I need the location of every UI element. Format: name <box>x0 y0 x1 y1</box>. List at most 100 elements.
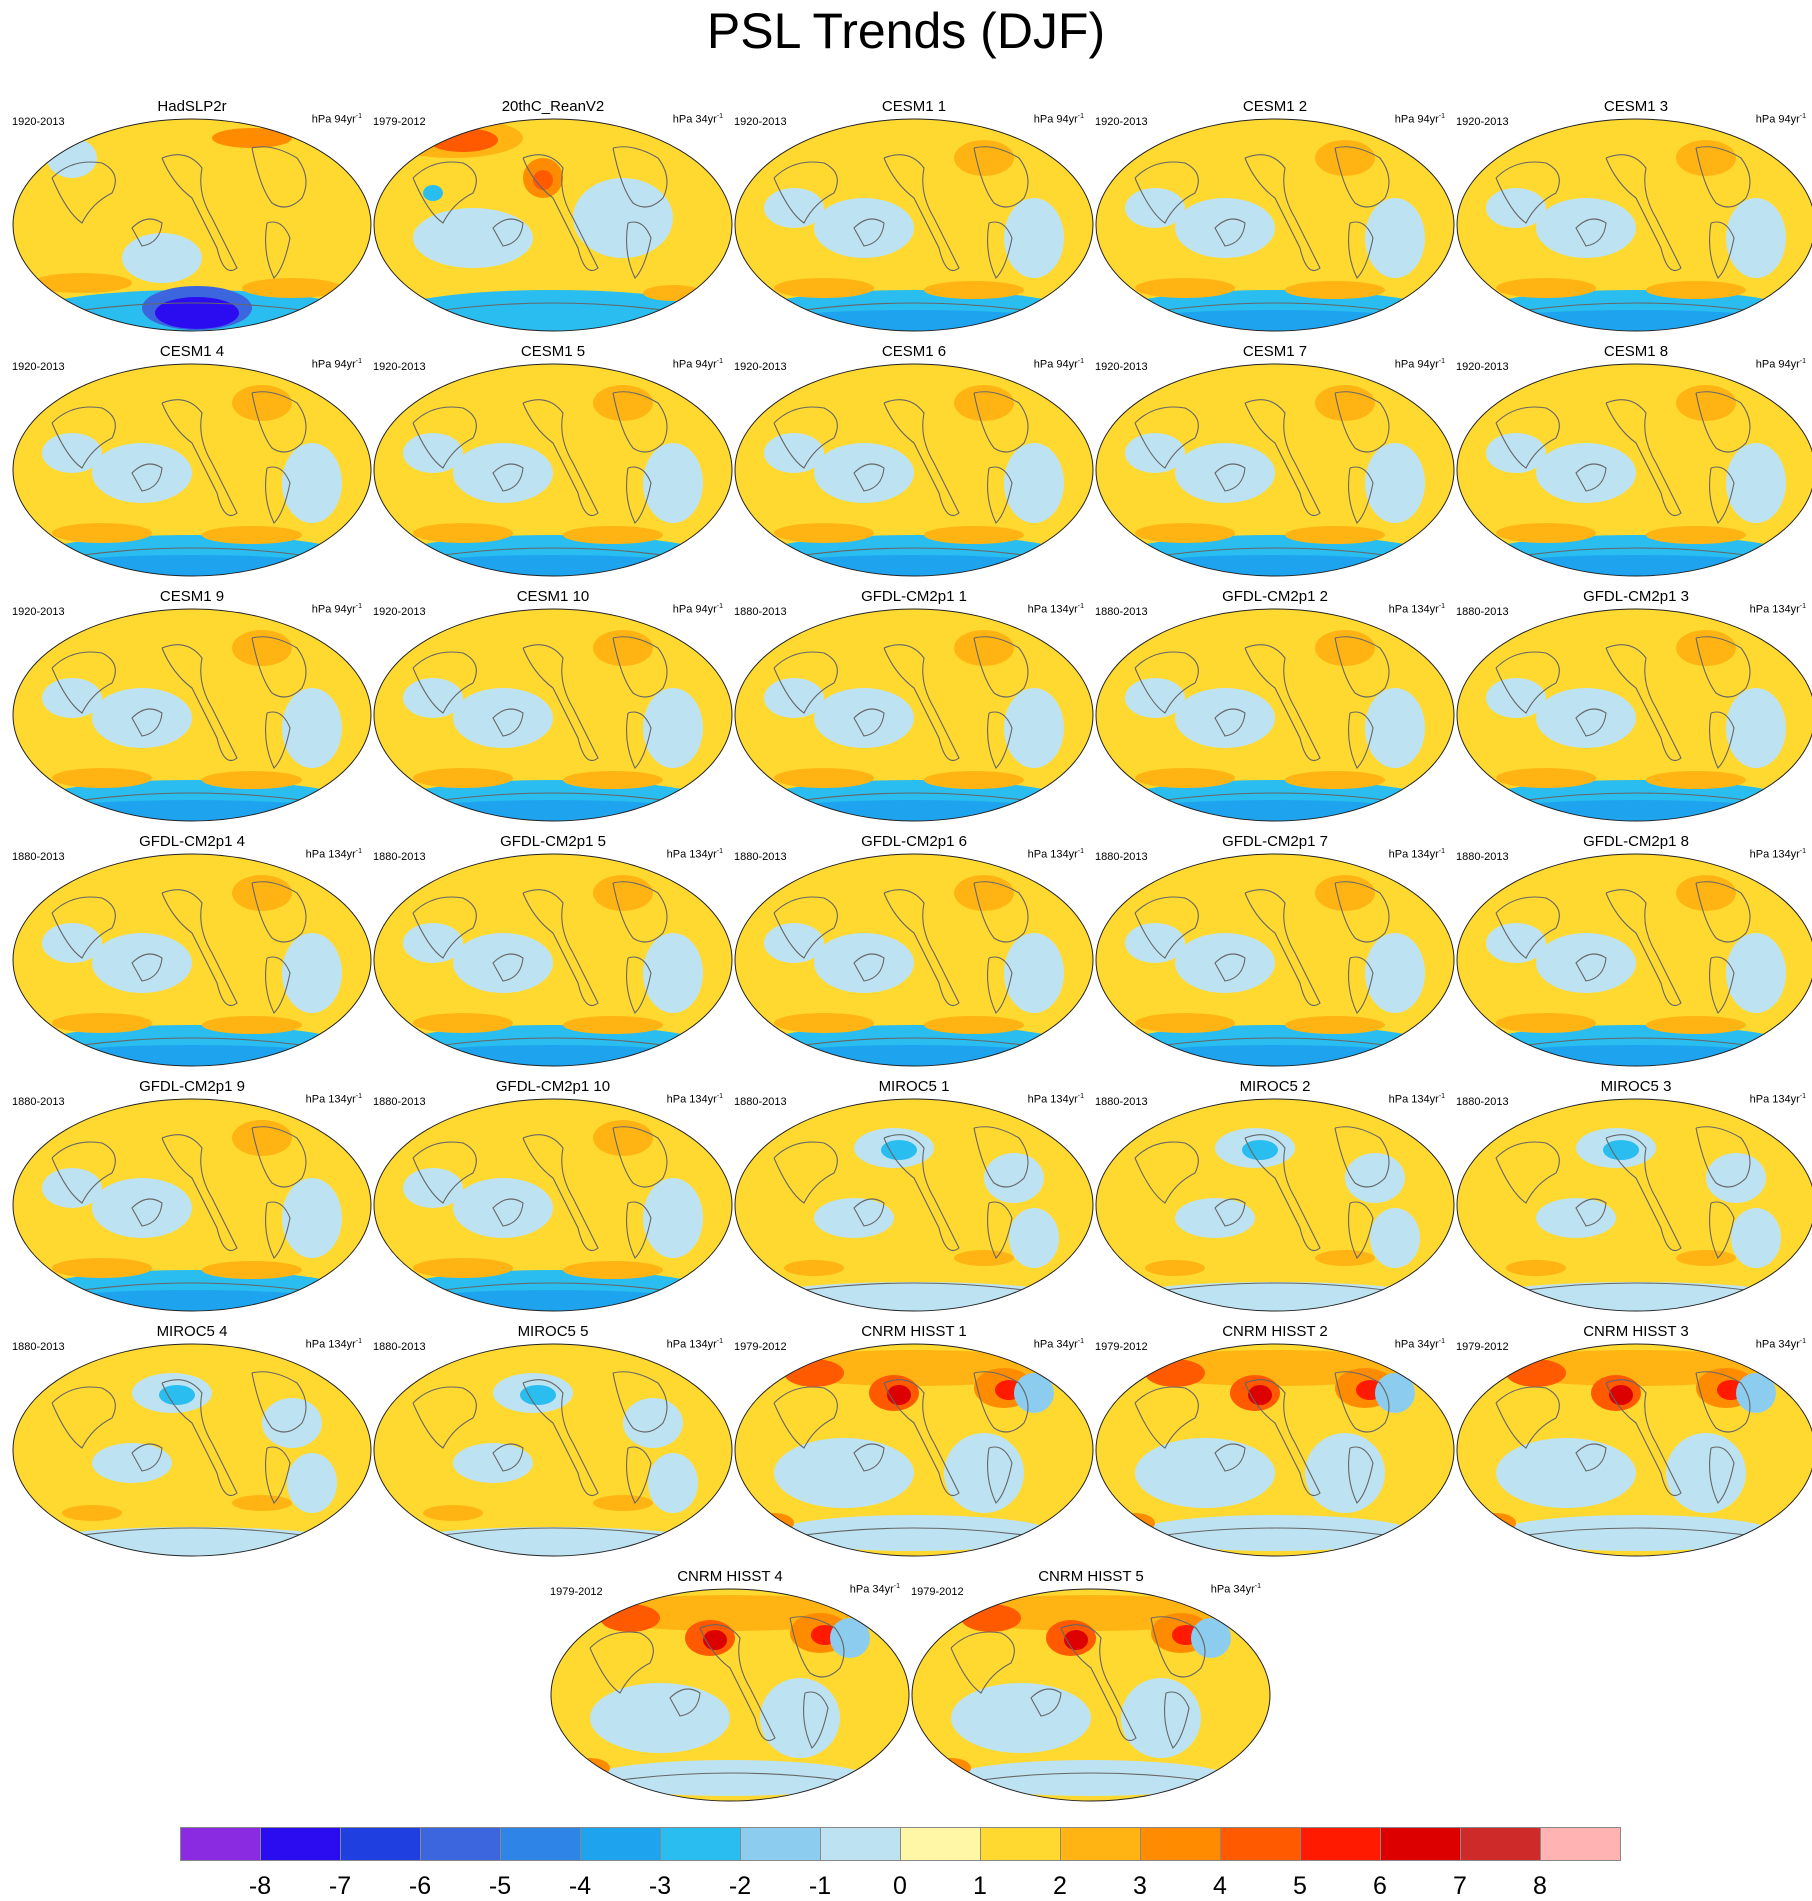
units-label: hPa 94yr <box>1394 358 1439 371</box>
psl-trend-map <box>1456 853 1812 1067</box>
coastline <box>1348 711 1374 769</box>
coastline <box>492 218 524 247</box>
trend-contour <box>1285 526 1385 544</box>
trend-contour <box>42 923 102 963</box>
colorbar-tick-label: -5 <box>488 1872 512 1900</box>
trend-contour <box>593 1495 653 1511</box>
coastline <box>1244 399 1321 517</box>
panel-period: 1880-2013 <box>734 851 787 863</box>
trend-contour <box>428 128 498 152</box>
units-label: hPa 134yr <box>1027 603 1078 616</box>
trend-contour <box>1125 126 1425 150</box>
coastline <box>973 1126 1029 1188</box>
panel-title: CESM1 8 <box>1603 343 1669 360</box>
units-exponent: -1 <box>716 1093 723 1100</box>
trend-contour <box>924 526 1024 544</box>
psl-trend-map <box>1456 1098 1812 1312</box>
trend-contour <box>1365 933 1425 1013</box>
trend-contour <box>814 933 914 993</box>
trend-contour <box>155 297 239 329</box>
coastline <box>612 1126 668 1188</box>
trend-contour <box>648 1453 698 1513</box>
coastline <box>853 1443 885 1472</box>
trend-contour <box>1135 523 1235 543</box>
panel-period: 1880-2013 <box>1456 1096 1509 1108</box>
trend-contour <box>1191 1618 1231 1658</box>
panel-period: 1920-2013 <box>1095 361 1148 373</box>
trend-contour <box>92 933 192 993</box>
coastline <box>522 1379 599 1497</box>
coastline <box>612 146 668 208</box>
coastline <box>1709 1201 1735 1259</box>
panel-period: 1880-2013 <box>1095 851 1148 863</box>
units-exponent: -1 <box>355 603 362 610</box>
coastline <box>1244 889 1321 1007</box>
trend-contour <box>1731 1208 1781 1268</box>
coastline <box>522 889 599 1007</box>
trend-contour <box>593 875 653 911</box>
coastline <box>1575 1443 1607 1472</box>
trend-contour <box>1125 923 1185 963</box>
trend-contour <box>764 555 1064 576</box>
map-panel: CESM1 7 1920-2013 hPa 94yr-1 <box>1095 343 1455 577</box>
panel-units: hPa 134yr-1 <box>1750 603 1806 616</box>
trend-contour <box>202 526 302 544</box>
coastline <box>853 463 885 492</box>
panel-period: 1880-2013 <box>1095 1096 1148 1108</box>
map-border <box>734 118 1094 332</box>
units-label: hPa 134yr <box>666 1338 717 1351</box>
coastline <box>1150 1616 1206 1678</box>
panel-period: 1920-2013 <box>12 361 65 373</box>
psl-trend-map <box>911 1588 1271 1802</box>
trend-contour <box>92 1443 172 1483</box>
map-border <box>1456 853 1812 1067</box>
coastline <box>1605 399 1682 517</box>
trend-contour <box>1536 443 1636 503</box>
coastline <box>1214 708 1246 737</box>
units-label: hPa 134yr <box>1388 603 1439 616</box>
panel-period: 1880-2013 <box>373 1341 426 1353</box>
psl-trend-map <box>734 363 1094 577</box>
coastline <box>1348 1201 1374 1259</box>
map-panel: CNRM HISST 4 1979-2012 hPa 34yr-1 <box>550 1568 910 1802</box>
trend-contour <box>1609 1385 1633 1405</box>
units-exponent: -1 <box>355 113 362 120</box>
trend-contour <box>423 1505 483 1521</box>
trend-contour <box>764 371 1064 395</box>
units-exponent: -1 <box>1438 358 1445 365</box>
trend-contour <box>1666 1433 1746 1513</box>
trend-contour <box>1496 1438 1636 1508</box>
trend-contour <box>954 1250 1014 1266</box>
coastline <box>131 463 163 492</box>
map-border <box>12 1098 372 1312</box>
units-label: hPa 34yr <box>1394 1338 1439 1351</box>
coastline <box>412 896 477 959</box>
coastline <box>265 221 291 279</box>
coastline <box>773 896 838 959</box>
panel-units: hPa 134yr-1 <box>667 1093 723 1106</box>
trend-contour <box>764 861 1064 885</box>
panel-title: 20thC_ReanV2 <box>501 98 605 115</box>
trend-contour <box>232 385 292 421</box>
trend-contour <box>1486 800 1786 821</box>
coastline <box>973 1371 1029 1433</box>
trend-contour <box>563 1261 663 1279</box>
coastline <box>1134 406 1199 469</box>
trend-contour <box>42 800 342 821</box>
units-label: hPa 134yr <box>666 1093 717 1106</box>
units-exponent: -1 <box>716 113 723 120</box>
coastline <box>251 1371 307 1433</box>
units-label: hPa 34yr <box>1033 1338 1078 1351</box>
coastline <box>1244 644 1321 762</box>
trend-contour <box>1004 443 1064 523</box>
trend-contour <box>42 371 342 395</box>
trend-contour <box>1135 278 1235 298</box>
map-panel: MIROC5 3 1880-2013 hPa 134yr-1 <box>1456 1078 1812 1312</box>
coastline <box>522 154 599 272</box>
trend-contour <box>764 678 824 718</box>
map-panel: CESM1 6 1920-2013 hPa 94yr-1 <box>734 343 1094 577</box>
trend-contour <box>62 1505 122 1521</box>
trend-contour <box>42 1106 342 1130</box>
panel-title: CESM1 4 <box>159 343 225 360</box>
map-panel: GFDL-CM2p1 6 1880-2013 hPa 134yr-1 <box>734 833 1094 1067</box>
